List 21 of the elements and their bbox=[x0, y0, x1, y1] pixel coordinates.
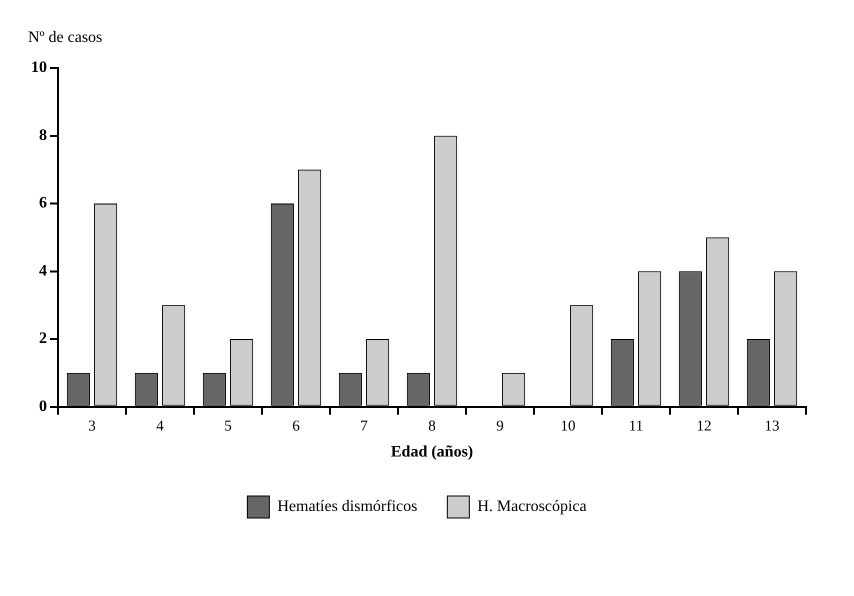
legend-label: H. Macroscópica bbox=[477, 498, 587, 516]
x-tick-label: 8 bbox=[428, 418, 436, 435]
y-tick-label: 8 bbox=[39, 126, 47, 144]
x-tick-label: 5 bbox=[224, 418, 232, 435]
x-tick-label: 13 bbox=[764, 418, 780, 435]
y-tick-label: 4 bbox=[39, 262, 47, 280]
legend-label: Hematíes dismórficos bbox=[277, 498, 418, 516]
x-tick-label: 7 bbox=[360, 418, 368, 435]
y-tick-label: 0 bbox=[39, 398, 47, 415]
x-tick-label: 10 bbox=[560, 418, 576, 435]
x-tick-label: 4 bbox=[156, 418, 164, 435]
x-tick-label: 3 bbox=[88, 418, 96, 435]
y-axis-title: Nº de casos bbox=[28, 29, 102, 46]
x-tick-label: 9 bbox=[496, 418, 504, 435]
x-axis-title: Edad (años) bbox=[390, 444, 474, 461]
x-tick-label: 11 bbox=[628, 418, 644, 435]
y-tick-label: 6 bbox=[39, 194, 47, 212]
y-tick-label: 2 bbox=[39, 330, 47, 348]
x-tick-label: 12 bbox=[696, 418, 712, 435]
y-tick-label: 10 bbox=[31, 59, 47, 76]
x-tick-label: 6 bbox=[292, 418, 300, 435]
